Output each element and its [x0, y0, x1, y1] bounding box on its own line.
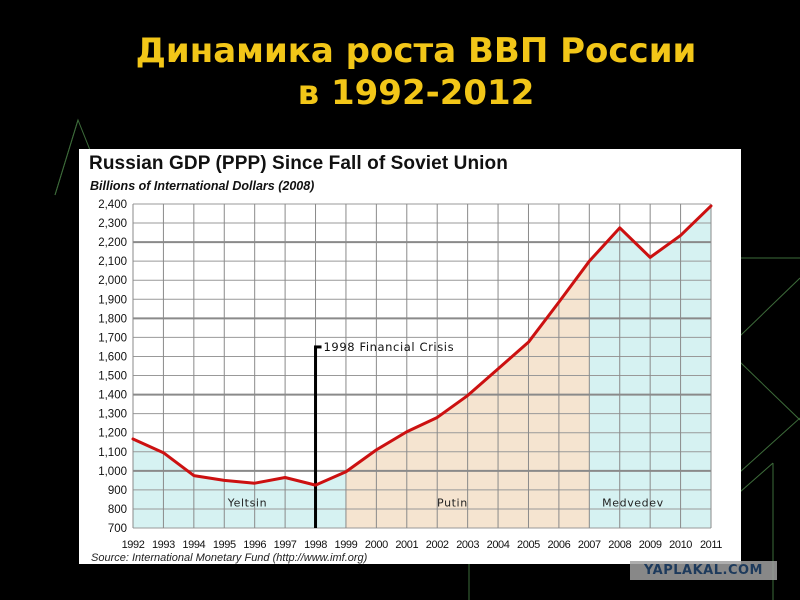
gridlines	[132, 203, 712, 529]
chart-subtitle: Billions of International Dollars (2008)	[90, 179, 315, 193]
y-tick-label: 2,100	[98, 256, 127, 268]
x-tick-label: 2005	[517, 539, 540, 551]
slide-title-line2: в 1992-2012	[297, 73, 535, 113]
chart-source: Source: International Monetary Fund (htt…	[91, 552, 368, 564]
x-tick-label: 2007	[578, 539, 601, 551]
y-tick-label: 2,200	[98, 237, 127, 249]
y-tick-label: 1,700	[98, 332, 127, 344]
slide-title-line1: Динамика роста ВВП России	[135, 31, 697, 71]
x-tick-label: 1993	[152, 539, 175, 551]
x-tick-label: 1998	[304, 539, 327, 551]
era-region-yeltsin	[133, 438, 346, 528]
x-tick-label: 2002	[426, 539, 449, 551]
y-tick-label: 900	[108, 485, 127, 497]
y-tick-label: 1,800	[98, 313, 127, 325]
x-tick-label: 2006	[547, 539, 570, 551]
gdp-line-chart: 700 800 900 1,000 1,100 1,200 1,300 1,400 1,500 1…	[98, 199, 722, 551]
watermark-logo: YAPLAKAL.COM	[630, 561, 777, 580]
y-tick-label: 700	[108, 523, 127, 535]
era-label-yeltsin: Yeltsin	[227, 496, 267, 509]
x-tick-label: 1999	[335, 539, 358, 551]
chart-card: Russian GDP (PPP) Since Fall of Soviet U…	[79, 149, 741, 564]
x-tick-label: 1994	[182, 539, 205, 551]
y-tick-label: 800	[108, 504, 127, 516]
x-tick-label: 2004	[487, 539, 510, 551]
y-tick-label: 2,300	[98, 218, 127, 230]
era-label-putin: Putin	[437, 496, 468, 509]
y-tick-label: 1,200	[98, 428, 127, 440]
era-label-medvedev: Medvedev	[602, 496, 664, 509]
x-tick-label: 2001	[395, 539, 418, 551]
x-tick-label: 2008	[608, 539, 631, 551]
y-tick-label: 1,100	[98, 447, 127, 459]
y-tick-label: 1,300	[98, 409, 127, 421]
x-tick-label: 2000	[365, 539, 388, 551]
x-tick-label: 1996	[243, 539, 266, 551]
gdp-series-line	[131, 204, 713, 487]
x-tick-label: 1995	[213, 539, 236, 551]
x-tick-label: 2011	[700, 539, 722, 551]
svg-text:1998 Financial Crisis: 1998 Financial Crisis	[324, 340, 455, 354]
y-tick-label: 1,400	[98, 390, 127, 402]
x-tick-label: 2009	[639, 539, 662, 551]
crisis-annotation: 1998 Financial Crisis	[314, 340, 454, 528]
slide-title: Динамика роста ВВП России в 1992-2012	[0, 30, 800, 114]
y-tick-label: 2,400	[98, 199, 127, 211]
y-tick-label: 1,000	[98, 466, 127, 478]
chart-title: Russian GDP (PPP) Since Fall of Soviet U…	[89, 153, 508, 174]
y-tick-label: 1,600	[98, 351, 127, 363]
x-tick-label: 2010	[669, 539, 692, 551]
x-tick-label: 2003	[456, 539, 479, 551]
x-tick-label: 1992	[122, 539, 145, 551]
y-tick-label: 1,900	[98, 294, 127, 306]
x-tick-label: 1997	[274, 539, 297, 551]
y-tick-label: 1,500	[98, 371, 127, 383]
y-tick-label: 2,000	[98, 275, 127, 287]
